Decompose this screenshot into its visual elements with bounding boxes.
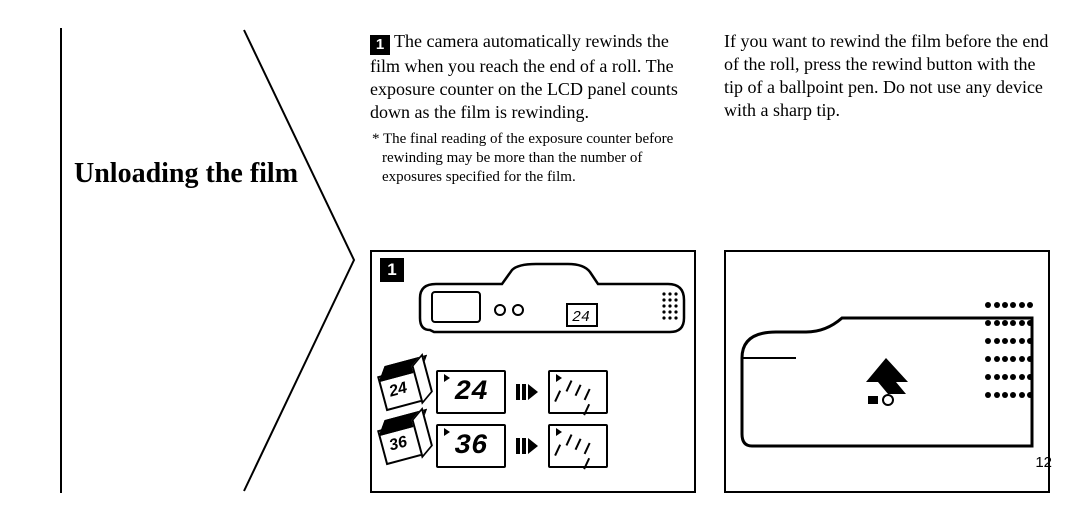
figure-1: 1 24 24 (370, 250, 696, 493)
lcd-display-24: 24 (436, 370, 506, 414)
film-box-icon: 36 (377, 419, 431, 473)
step2-text: If you want to rewind the film before th… (724, 30, 1050, 122)
body-columns: 1The camera automatically rewinds the fi… (370, 30, 1050, 186)
lcd-value-36: 36 (454, 431, 488, 462)
step1-paragraph: 1The camera automatically rewinds the fi… (370, 30, 696, 124)
rewind-arrow-icon (516, 384, 538, 400)
section-chevron (240, 28, 360, 493)
manual-page: Unloading the film 1The camera automatic… (0, 0, 1080, 513)
section-title: Unloading the film (74, 158, 298, 190)
column-left: 1The camera automatically rewinds the fi… (370, 30, 696, 186)
camera-lcd-value: 24 (572, 309, 590, 326)
grip-dots-icon (984, 296, 1040, 368)
lcd-display-36: 36 (436, 424, 506, 468)
page-number: 12 (1035, 454, 1052, 471)
lcd-value-24: 24 (454, 377, 488, 408)
rewind-arrow-icon (516, 438, 538, 454)
figure-2 (724, 250, 1050, 493)
figure-1-badge: 1 (380, 258, 404, 282)
lcd-row-36: 36 36 (382, 424, 684, 468)
lcd-row-24: 24 24 (382, 370, 684, 414)
step1-footnote: * The final reading of the exposure coun… (370, 130, 696, 186)
left-margin-rule (60, 28, 62, 493)
figure-row: 1 24 24 (370, 250, 1050, 493)
lcd-blank-icon (548, 424, 608, 468)
camera-top-drawing: 24 (412, 260, 692, 360)
step1-text: The camera automatically rewinds the fil… (370, 31, 678, 122)
step1-badge: 1 (370, 35, 390, 55)
lcd-blank-icon (548, 370, 608, 414)
column-right: If you want to rewind the film before th… (724, 30, 1050, 186)
